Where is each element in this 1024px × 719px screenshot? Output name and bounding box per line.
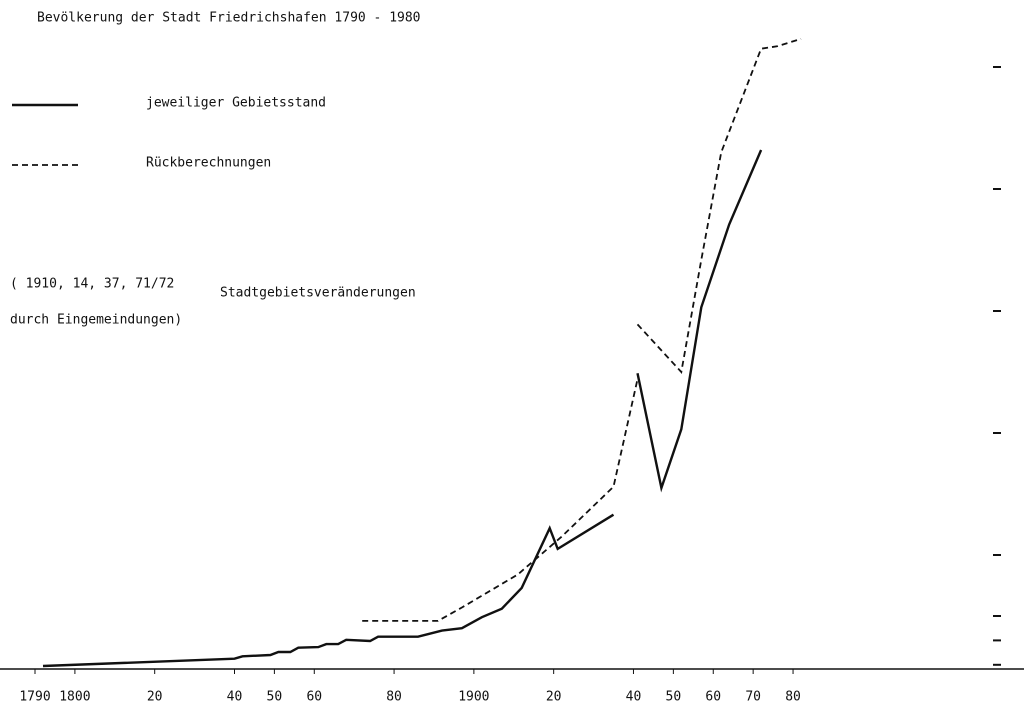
x-tick-label: 20 (546, 690, 562, 705)
legend-label: jeweiliger Gebietsstand (146, 96, 326, 111)
series-line (362, 38, 802, 622)
legend-label: Rückberechnungen (146, 156, 271, 171)
x-tick-label: 20 (147, 690, 163, 705)
x-tick-label: 40 (626, 690, 642, 705)
x-tick-label: 60 (705, 690, 721, 705)
x-tick-label: 50 (666, 690, 682, 705)
x-tick-label: 80 (785, 690, 801, 705)
x-tick-label: 50 (267, 690, 283, 705)
annotation: Stadtgebietsveränderungen (220, 286, 416, 301)
annotation: ( 1910, 14, 37, 71/72 (10, 277, 174, 292)
annotation: durch Eingemeindungen) (10, 313, 182, 328)
x-tick-label: 1900 (458, 690, 489, 705)
x-tick-label: 70 (745, 690, 761, 705)
series-line (42, 149, 763, 668)
x-tick-label: 40 (227, 690, 243, 705)
x-tick-label: 80 (386, 690, 402, 705)
x-tick-label: 1800 (59, 690, 90, 705)
x-tick-label: 1790 (19, 690, 50, 705)
x-tick-label: 60 (306, 690, 322, 705)
chart-title: Bevölkerung der Stadt Friedrichshafen 17… (37, 11, 421, 26)
